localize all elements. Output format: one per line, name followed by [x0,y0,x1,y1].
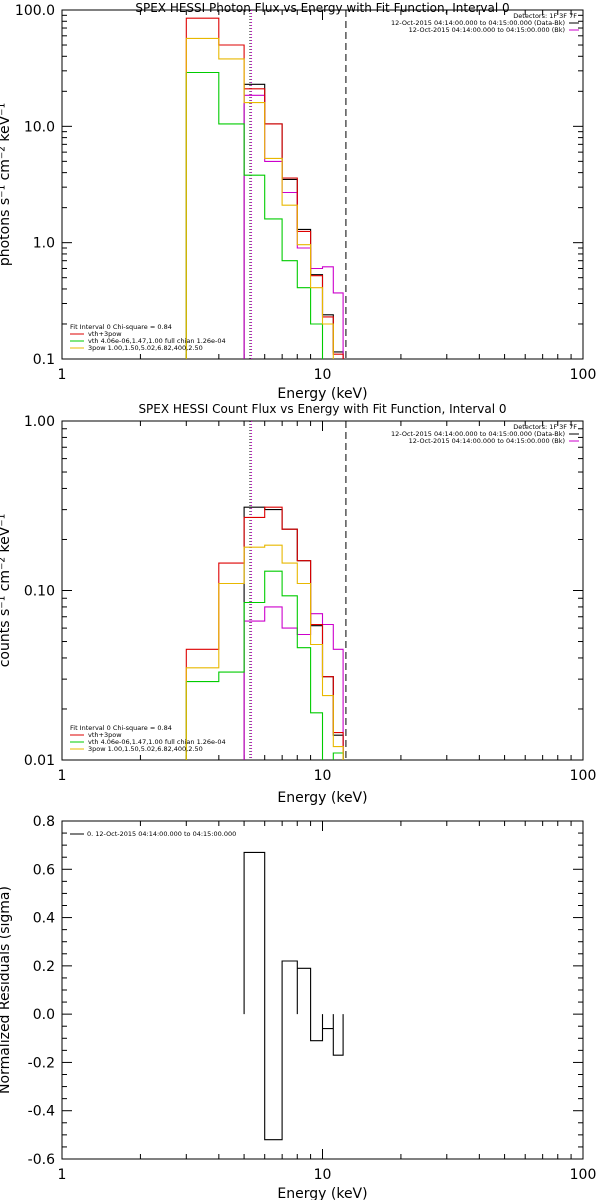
y-tick-label: 100.0 [15,3,55,19]
y-axis-label: counts s⁻¹ cm⁻² keV⁻¹ [0,514,13,668]
y-tick-label: 0.1 [33,352,55,368]
legend-bottom-left-entry: 3pow 1.00,1.50,5.02,6.82,400,2.50 [88,344,203,352]
y-tick-label: 0.2 [33,959,55,975]
x-tick-label: 1 [58,367,67,383]
legend-bottom-left-entry: 3pow 1.00,1.50,5.02,6.82,400,2.50 [88,745,203,753]
plot-frame [61,820,584,1160]
y-tick-label: 0.0 [33,1007,55,1023]
x-tick-label: 100 [570,367,597,383]
legend-top-right-entry: 12-Oct-2015 04:14:00.000 to 04:15:00.000… [409,26,565,34]
y-axis-label: photons s⁻¹ cm⁻² keV⁻¹ [0,103,13,266]
series-data-bk [243,83,344,359]
y-tick-label: 1.00 [24,414,55,430]
x-axis-label: Energy (keV) [277,790,367,806]
chart-2: SPEX HESSI Count Flux vs Energy with Fit… [0,402,596,806]
y-tick-label: -0.4 [28,1104,55,1120]
plot-area [185,421,347,760]
x-tick-label: 10 [314,1167,332,1183]
x-axis-label: Energy (keV) [277,386,367,402]
series-vth-3pow [185,17,344,359]
y-axis-label: Normalized Residuals (sigma) [0,886,13,1094]
x-tick-label: 10 [314,768,332,784]
legend-top-right-entry: Detectors: 1F 3F 7F [513,12,577,20]
chart-title: SPEX HESSI Count Flux vs Energy with Fit… [138,402,506,416]
y-tick-label: 0.01 [24,753,55,769]
series-bk [243,606,344,760]
chart-title: SPEX HESSI Photon Flux vs Energy with Fi… [135,1,509,15]
y-tick-label: -0.6 [28,1152,55,1168]
x-tick-label: 1 [58,1167,67,1183]
series-3pow [185,37,344,359]
legend-bottom-left-entry: Fit Interval 0 Chi-square = 0.84 [70,323,172,331]
plot-area [185,10,347,359]
series-bk [243,94,344,359]
y-tick-label: 10.0 [24,119,55,135]
legend-top-right-entry: 12-Oct-2015 04:14:00.000 to 04:15:00.000… [409,437,565,445]
series-vth-3pow [185,506,344,760]
legend-top-right-entry: 12-Oct-2015 04:14:00.000 to 04:15:00.000… [391,19,565,27]
legend-entry: 0. 12-Oct-2015 04:14:00.000 to 04:15:00.… [87,830,236,838]
y-tick-label: 0.6 [33,862,55,878]
y-tick-label: -0.2 [28,1055,55,1071]
y-tick-label: 0.10 [24,584,55,600]
y-tick-label: 0.8 [33,814,55,830]
series-3pow [185,544,344,760]
legend-bottom-left-entry: vth+3pow [88,330,122,338]
chart-3: Energy (keV) Normalized Residuals (sigma)… [0,814,596,1200]
legend-bottom-left-entry: vth 4.06e-06,1.47,1.00 full chian 1.26e-… [88,738,226,746]
plot-frame [61,420,584,761]
legend-top-right-entry: 12-Oct-2015 04:14:00.000 to 04:15:00.000… [391,430,565,438]
x-tick-label: 100 [570,1167,597,1183]
legend-bottom-left-entry: vth+3pow [88,731,122,739]
legend-bottom-left-entry: Fit Interval 0 Chi-square = 0.84 [70,724,172,732]
legend-top-right-entry: Detectors: 1F 3F 7F [513,423,577,431]
series-vth [185,570,344,760]
x-tick-label: 10 [314,367,332,383]
plot-area [243,851,344,1141]
y-tick-label: 1.0 [33,236,55,252]
x-axis-label: Energy (keV) [277,1186,367,1200]
series-data-bk [243,506,344,760]
legend-bottom-left-entry: vth 4.06e-06,1.47,1.00 full chian 1.26e-… [88,337,226,345]
x-tick-label: 1 [58,768,67,784]
series-0-12-oct-2015-04-14-00-000-to-04-15-00-000 [243,851,344,1141]
series-vth [185,71,344,359]
x-tick-label: 100 [570,768,597,784]
y-tick-label: 0.4 [33,911,55,927]
chart-1: SPEX HESSI Photon Flux vs Energy with Fi… [0,1,596,402]
